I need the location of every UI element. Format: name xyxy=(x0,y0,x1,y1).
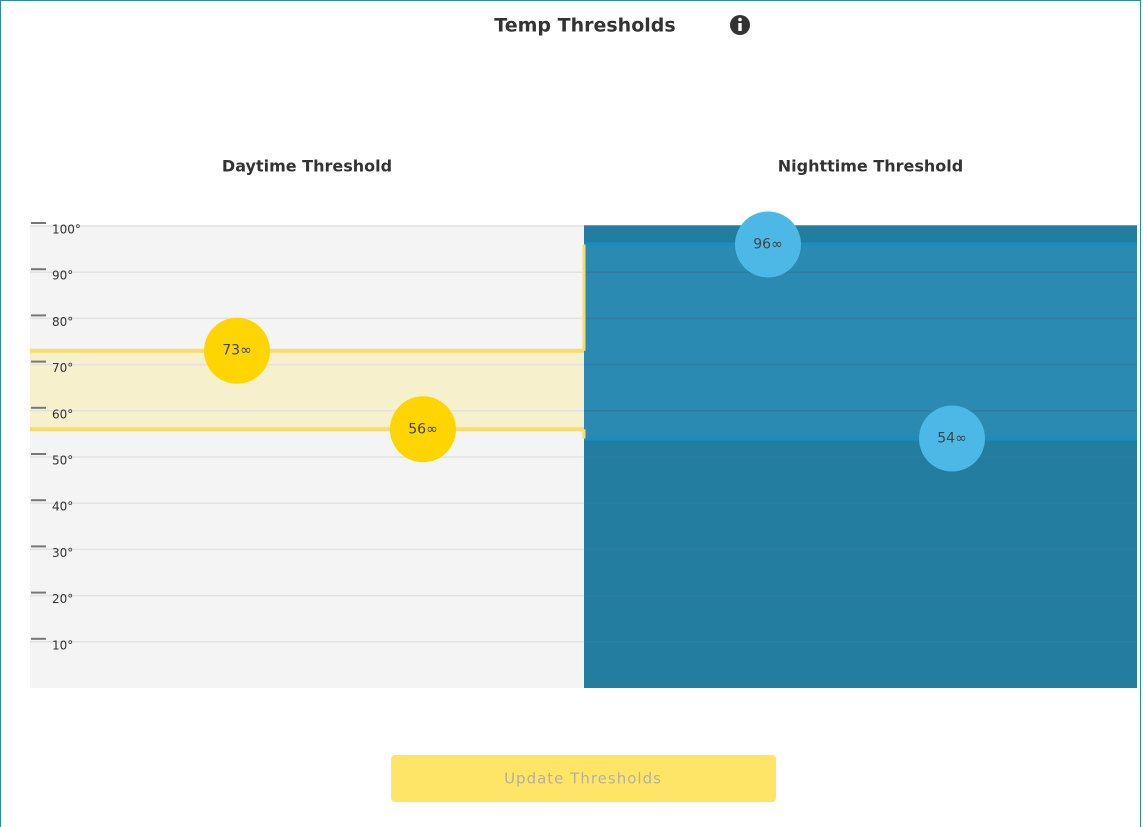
y-tick-label: 50° xyxy=(52,454,73,468)
handle-label[interactable]: 54∞ xyxy=(937,431,966,447)
widget-title: Temp Thresholds xyxy=(494,15,675,37)
update-button-label[interactable]: Update Thresholds xyxy=(504,770,662,788)
info-bar[interactable] xyxy=(738,23,742,31)
y-tick-label: 80° xyxy=(52,315,73,329)
panel-title: Nighttime Threshold xyxy=(778,157,963,176)
y-tick-label: 90° xyxy=(52,269,73,283)
threshold-handle[interactable] xyxy=(735,211,801,278)
y-tick-label: 10° xyxy=(52,638,73,652)
y-tick-label: 20° xyxy=(52,592,73,606)
threshold-handle[interactable] xyxy=(919,405,985,472)
handle-label[interactable]: 73∞ xyxy=(222,343,251,359)
threshold-band xyxy=(584,244,1137,439)
threshold-chart: Daytime Threshold Nighttime Threshold 100°… xyxy=(30,157,1137,688)
info-dot[interactable] xyxy=(738,17,742,22)
y-tick-label: 60° xyxy=(52,407,73,421)
y-tick-label: 70° xyxy=(52,361,73,375)
threshold-band xyxy=(30,350,584,430)
y-tick-label: 30° xyxy=(52,546,73,560)
info-icon[interactable] xyxy=(730,15,750,35)
y-tick-label: 40° xyxy=(52,500,73,514)
handle-label[interactable]: 56∞ xyxy=(408,421,437,437)
threshold-handle[interactable] xyxy=(204,317,270,384)
y-tick-label: 100° xyxy=(52,223,81,237)
panel-title: Daytime Threshold xyxy=(222,157,392,176)
handle-label[interactable]: 96∞ xyxy=(753,236,782,252)
update-button[interactable] xyxy=(391,755,776,802)
threshold-handle[interactable] xyxy=(390,396,456,463)
